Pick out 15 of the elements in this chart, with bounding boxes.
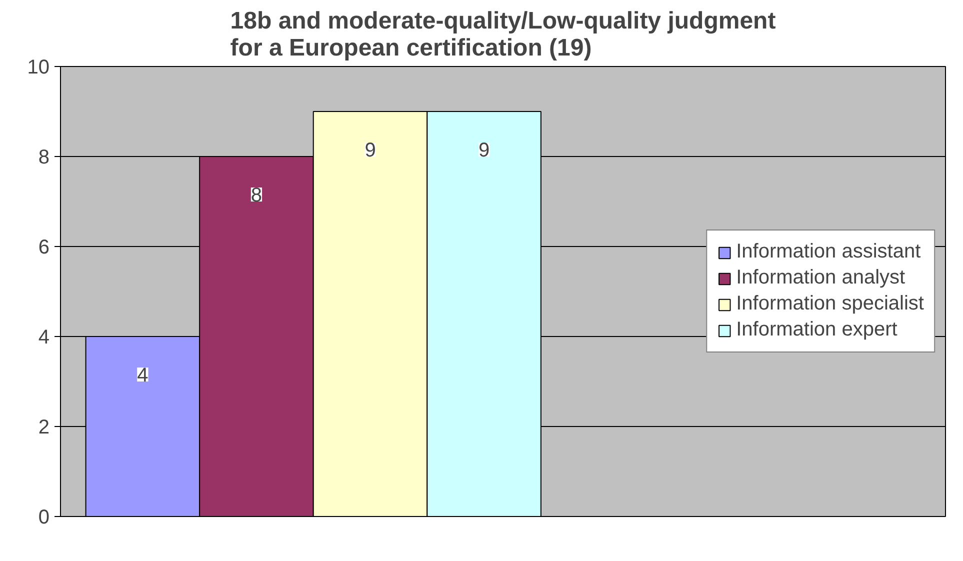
data-label: 8 [250, 184, 262, 206]
y-tick-label: 10 [27, 56, 50, 78]
data-label: 9 [364, 140, 376, 162]
y-tick-label: 0 [38, 506, 50, 528]
y-tick-label: 6 [38, 236, 50, 258]
legend-label: Information assistant [736, 240, 921, 264]
y-tick-label: 4 [38, 326, 50, 348]
y-tick-label: 8 [38, 146, 50, 168]
legend-label: Information analyst [736, 266, 906, 290]
data-label: 4 [137, 364, 148, 386]
legend-label: Information specialist [736, 292, 924, 316]
chart-title: 18b and moderate-quality/Low-quality judgment for a European certification (19) [230, 8, 776, 62]
legend-label: Information expert [736, 318, 898, 342]
data-label: 9 [478, 140, 490, 162]
y-tick-label: 2 [38, 416, 50, 438]
